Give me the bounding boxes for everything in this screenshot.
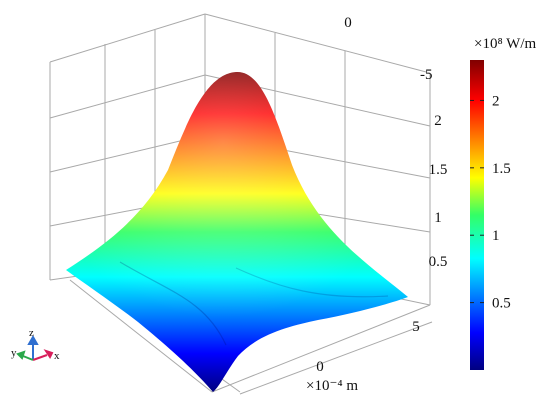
triad-z-arrowhead	[27, 334, 39, 345]
vertical-tick-minus-five: -5	[420, 67, 433, 83]
colorbar-ticks: 2 1.5 1 0.5	[470, 93, 511, 312]
triad-x-arrowhead	[43, 349, 54, 359]
grid-line	[49, 74, 206, 119]
grid-line	[49, 134, 206, 173]
grid-line	[239, 321, 433, 395]
triad-x-arrow	[32, 354, 48, 361]
triad-z-label: z	[29, 327, 34, 339]
x-tick-5: 5	[412, 319, 420, 335]
axis-triad: z x y	[11, 327, 60, 362]
vertical-tick-1: 1	[434, 210, 442, 226]
surface-ridge	[235, 267, 389, 298]
grid-line	[49, 13, 206, 63]
triad-y-arrowhead	[16, 350, 26, 360]
grid-line	[204, 13, 431, 74]
colorbar-tick-label: 1	[492, 228, 500, 244]
vertical-tick-top-zero: 0	[344, 15, 352, 31]
surface-ridge	[119, 261, 227, 346]
triad-x-label: x	[54, 350, 60, 362]
vertical-tick-1-5: 1.5	[429, 162, 448, 178]
colorbar-tick-label: 0.5	[492, 296, 511, 312]
colorbar-tick-label: 1.5	[492, 161, 511, 177]
vertical-tick-2: 2	[434, 113, 442, 129]
surface-highlight	[66, 71, 408, 393]
colorbar: ×10⁸ W/m 2 1.5 1 0.5	[470, 36, 536, 370]
vertical-tick-0-5: 0.5	[429, 254, 448, 270]
colorbar-tick-label: 2	[492, 93, 500, 109]
surface	[66, 71, 408, 393]
colorbar-unit-label: ×10⁸ W/m	[474, 36, 536, 52]
triad-y-label: y	[11, 347, 17, 359]
x-axis-unit: ×10⁻⁴ m	[306, 378, 358, 394]
x-tick-0: 0	[316, 359, 324, 375]
grid-line	[69, 279, 213, 393]
triad-y-arrow	[22, 355, 34, 361]
vertical-axis-ticks: 0 -5 2 1.5 1 0.5	[344, 15, 447, 270]
x-axis-ticks: 5 0 ×10⁻⁴ m	[306, 319, 420, 394]
colorbar-gradient	[470, 60, 484, 370]
grid-line	[211, 304, 431, 393]
